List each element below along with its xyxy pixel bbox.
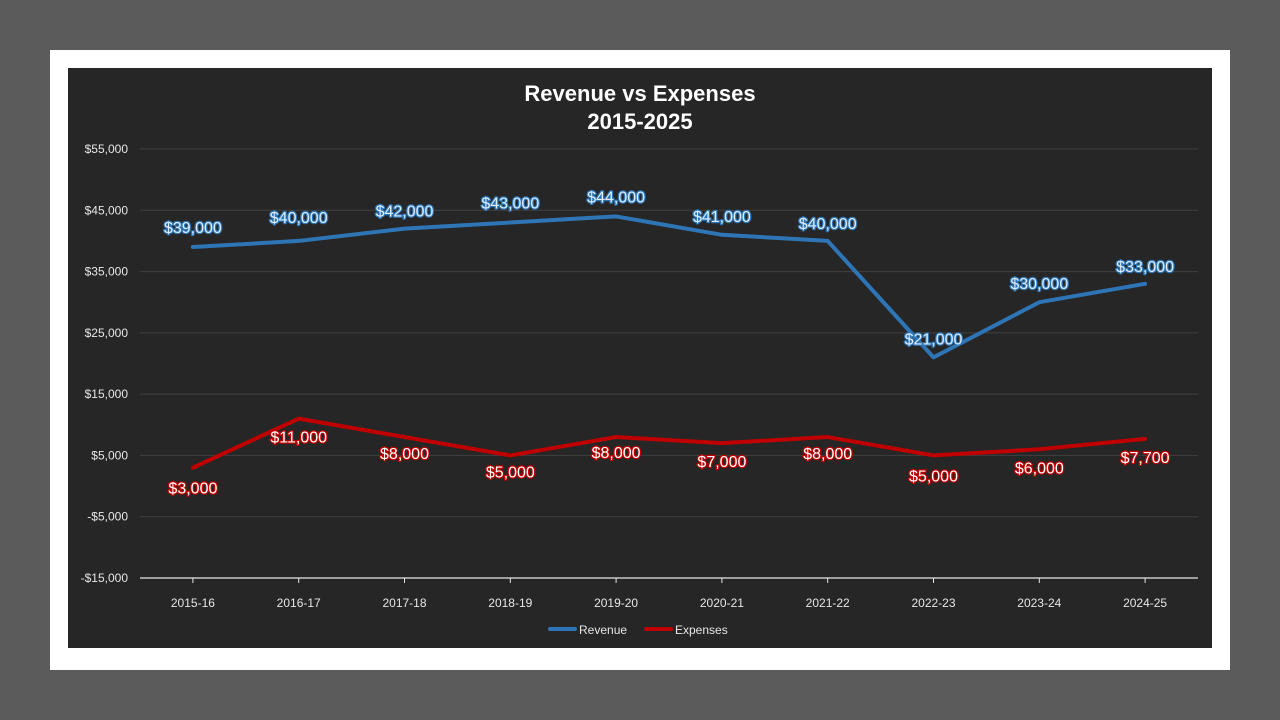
data-label: $40,000: [270, 210, 328, 227]
data-label: $8,000: [803, 446, 852, 463]
data-label: $11,000: [270, 430, 327, 447]
data-label: $8,000: [592, 445, 641, 462]
data-label: $7,700: [1121, 450, 1170, 467]
data-label: $30,000: [1010, 276, 1068, 293]
data-label: $6,000: [1015, 460, 1064, 477]
x-tick-label: 2017-18: [382, 596, 426, 610]
data-label: $5,000: [909, 468, 958, 485]
data-label: $44,000: [587, 189, 645, 206]
data-label: $43,000: [481, 196, 539, 213]
data-label: $3,000: [168, 481, 217, 498]
data-label: $7,000: [697, 454, 746, 471]
x-tick-label: 2023-24: [1017, 596, 1061, 610]
data-label: $8,000: [380, 446, 429, 463]
y-tick-label: $25,000: [85, 326, 129, 340]
data-label: $21,000: [905, 331, 963, 348]
data-label: $39,000: [164, 220, 222, 237]
x-tick-label: 2019-20: [594, 596, 638, 610]
y-tick-label: $35,000: [85, 265, 129, 279]
y-tick-label: $45,000: [85, 203, 129, 217]
series-line-revenue: [190, 214, 1148, 360]
y-tick-label: $55,000: [85, 142, 129, 156]
data-label: $5,000: [486, 464, 535, 481]
data-label: $41,000: [693, 209, 751, 226]
chart-title: Revenue vs Expenses: [524, 81, 755, 106]
data-label: $40,000: [799, 216, 857, 233]
legend-label-revenue: Revenue: [579, 623, 627, 637]
series-line-expenses: [190, 416, 1148, 470]
x-tick-label: 2018-19: [488, 596, 532, 610]
x-tick-label: 2015-16: [171, 596, 215, 610]
x-tick-label: 2020-21: [700, 596, 744, 610]
x-tick-label: 2024-25: [1123, 596, 1167, 610]
y-tick-label: -$15,000: [81, 571, 129, 585]
x-tick-label: 2021-22: [806, 596, 850, 610]
chart-subtitle: 2015-2025: [587, 109, 692, 134]
chart-area: Revenue vs Expenses 2015-2025 -$15,000 -$…: [68, 68, 1212, 648]
data-label: $33,000: [1116, 259, 1174, 276]
x-tick-label: 2022-23: [911, 596, 955, 610]
x-tick-label: 2016-17: [277, 596, 321, 610]
y-tick-label: $5,000: [91, 448, 128, 462]
line-chart: Revenue vs Expenses 2015-2025 -$15,000 -$…: [81, 81, 1198, 637]
y-tick-label: $15,000: [85, 387, 129, 401]
data-label: $42,000: [376, 204, 434, 221]
legend-label-expenses: Expenses: [675, 623, 728, 637]
y-tick-label: -$5,000: [87, 510, 128, 524]
